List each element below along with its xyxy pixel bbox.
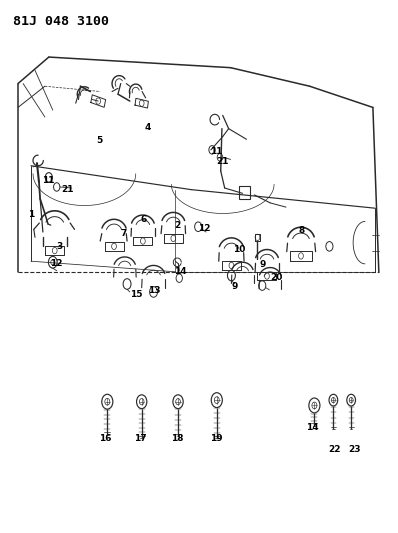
- Text: 16: 16: [99, 434, 111, 443]
- Text: 12: 12: [198, 224, 211, 233]
- Text: 5: 5: [96, 136, 103, 145]
- Text: 9: 9: [231, 281, 238, 290]
- Text: 12: 12: [50, 260, 62, 268]
- Text: 8: 8: [298, 226, 305, 235]
- Text: 21: 21: [217, 157, 229, 166]
- Text: 21: 21: [62, 185, 74, 194]
- Text: 17: 17: [134, 434, 147, 443]
- Bar: [238, 185, 250, 199]
- Text: 14: 14: [174, 268, 187, 276]
- Text: 4: 4: [144, 123, 151, 132]
- Text: 6: 6: [140, 215, 147, 224]
- Text: 22: 22: [328, 445, 341, 454]
- Text: 9: 9: [259, 261, 265, 269]
- Text: 15: 15: [130, 289, 143, 298]
- Text: 3: 3: [57, 243, 63, 252]
- Text: 81J 048 3100: 81J 048 3100: [13, 14, 109, 28]
- Text: 13: 13: [148, 286, 160, 295]
- Text: 1: 1: [28, 210, 34, 219]
- Text: 23: 23: [348, 445, 361, 454]
- Text: 18: 18: [171, 434, 183, 443]
- Text: 7: 7: [120, 229, 126, 238]
- Text: 11: 11: [42, 175, 54, 184]
- Text: 14: 14: [306, 423, 319, 432]
- Text: 10: 10: [233, 245, 246, 254]
- Text: 11: 11: [210, 147, 222, 156]
- Text: 19: 19: [210, 434, 222, 443]
- Text: 2: 2: [174, 221, 180, 230]
- Text: 20: 20: [270, 272, 282, 281]
